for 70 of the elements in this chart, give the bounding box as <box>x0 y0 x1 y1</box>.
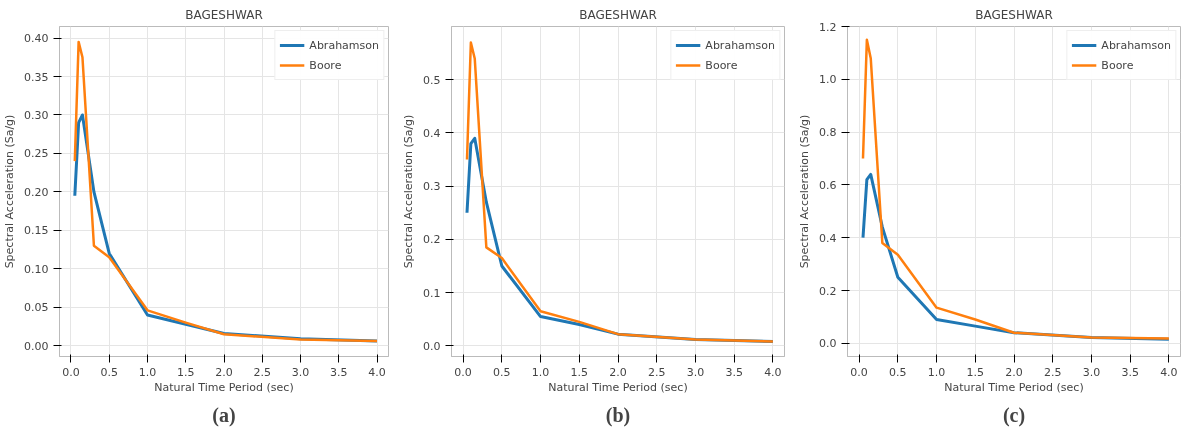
x-tick-label: 1.5 <box>966 365 985 379</box>
x-axis-title: Natural Time Period (sec) <box>154 380 294 394</box>
x-tick-label: 3.5 <box>1121 365 1139 379</box>
y-tick-label: 0.2 <box>819 284 837 298</box>
y-tick-label: 0.30 <box>24 108 49 122</box>
x-tick-label: 3.5 <box>725 365 743 379</box>
x-tick-label: 4.0 <box>1160 365 1178 379</box>
legend-label: Abrahamson <box>1101 38 1171 52</box>
x-tick-label: 0.5 <box>493 365 511 379</box>
y-tick-label: 0.00 <box>24 339 49 353</box>
y-tick-label: 1.0 <box>819 73 837 87</box>
legend-label: Boore <box>705 58 738 72</box>
x-tick-label: 2.0 <box>609 365 627 379</box>
y-axis-title: Spectral Acceleration (Sa/g) <box>798 114 812 269</box>
x-tick-label: 0.0 <box>62 365 80 379</box>
x-tick-label: 3.0 <box>291 365 310 379</box>
x-tick-label: 2.5 <box>647 365 666 379</box>
y-tick-label: 0.1 <box>423 286 441 300</box>
chart-title: BAGESHWAR <box>579 7 657 22</box>
text: (c) <box>1002 403 1026 427</box>
chart-title: BAGESHWAR <box>975 7 1053 22</box>
y-tick-label: 0.10 <box>24 262 49 276</box>
x-tick-label: 0.5 <box>889 365 907 379</box>
y-tick-label: 0.4 <box>819 231 837 245</box>
legend-label: Boore <box>309 58 342 72</box>
x-tick-label: 2.0 <box>215 365 233 379</box>
y-tick-label: 0.6 <box>819 178 837 192</box>
y-tick-label: 0.3 <box>423 180 441 194</box>
x-tick-label: 2.5 <box>253 365 272 379</box>
x-axis-title: Natural Time Period (sec) <box>548 380 688 394</box>
x-tick-label: 2.0 <box>1005 365 1023 379</box>
x-tick-label: 3.0 <box>1082 365 1101 379</box>
x-tick-label: 2.5 <box>1043 365 1062 379</box>
y-axis-title: Spectral Acceleration (Sa/g) <box>402 114 416 269</box>
legend-label: Boore <box>1101 58 1134 72</box>
x-tick-label: 1.0 <box>138 365 157 379</box>
y-tick-label: 0.8 <box>819 126 837 140</box>
y-tick-label: 0.35 <box>24 70 49 84</box>
y-tick-label: 0.15 <box>24 224 49 238</box>
y-tick-label: 0.40 <box>24 32 49 46</box>
legend-label: Abrahamson <box>309 38 379 52</box>
line-series <box>73 40 379 343</box>
y-tick-label: 0.05 <box>24 301 49 315</box>
x-tick-label: 0.0 <box>454 365 472 379</box>
y-tick-label: 0.20 <box>24 185 49 199</box>
y-tick-label: 0.0 <box>819 337 837 351</box>
x-tick-label: 3.5 <box>330 365 348 379</box>
y-axis-title: Spectral Acceleration (Sa/g) <box>3 114 17 269</box>
chart-title: BAGESHWAR <box>185 7 263 22</box>
x-tick-label: 3.0 <box>686 365 705 379</box>
x-tick-label: 0.0 <box>850 365 868 379</box>
y-tick-label: 0.25 <box>24 147 49 161</box>
x-axis-title: Natural Time Period (sec) <box>944 380 1084 394</box>
x-tick-label: 1.5 <box>177 365 195 379</box>
line-series <box>465 41 775 343</box>
x-tick-label: 1.0 <box>927 365 946 379</box>
y-tick-label: 0.0 <box>423 339 441 353</box>
text: (a) <box>212 403 236 427</box>
x-tick-label: 1.5 <box>570 365 589 379</box>
y-tick-label: 0.4 <box>423 126 441 140</box>
y-tick-label: 0.5 <box>423 73 441 87</box>
x-tick-label: 1.0 <box>531 365 550 379</box>
y-tick-label: 1.2 <box>819 20 837 34</box>
y-tick-label: 0.2 <box>423 233 441 247</box>
x-tick-label: 4.0 <box>368 365 386 379</box>
x-tick-label: 4.0 <box>764 365 782 379</box>
legend-label: Abrahamson <box>705 38 775 52</box>
text: (b) <box>605 403 631 427</box>
x-tick-label: 0.5 <box>100 365 118 379</box>
line-series <box>861 38 1171 340</box>
